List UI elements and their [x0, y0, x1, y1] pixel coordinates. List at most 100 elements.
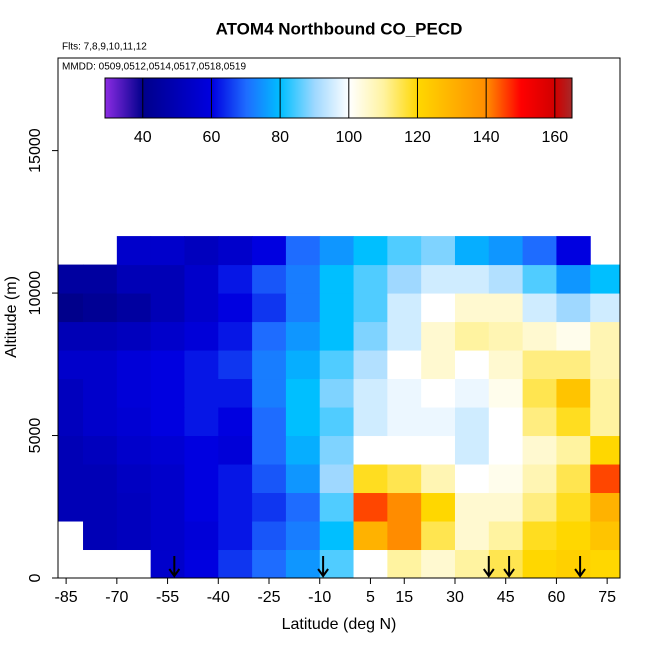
x-tick-label: 15 [395, 589, 413, 606]
colorbar-segment [326, 78, 328, 118]
colorbar-segment [467, 78, 469, 118]
colorbar-segment [464, 78, 466, 118]
heat-cell [522, 464, 557, 494]
colorbar-segment [252, 78, 254, 118]
colorbar-segment [197, 78, 199, 118]
x-tick-label: -40 [207, 589, 230, 606]
arrow [574, 556, 586, 578]
colorbar-segment [298, 78, 300, 118]
colorbar-segment [428, 78, 430, 118]
heat-cell [252, 321, 287, 351]
colorbar-segment [560, 78, 562, 118]
colorbar-segment [517, 78, 519, 118]
colorbar-segment [366, 78, 368, 118]
colorbar-segment [335, 78, 337, 118]
colorbar-segment [244, 78, 246, 118]
colorbar-segment [135, 78, 137, 118]
colorbar-segment [328, 78, 330, 118]
colorbar-tick-label: 140 [473, 129, 500, 146]
heat-cell [387, 549, 422, 578]
colorbar-segment [551, 78, 553, 118]
colorbar-segment [382, 78, 384, 118]
colorbar-segment [468, 78, 470, 118]
colorbar-segment [291, 78, 293, 118]
colorbar-segment [206, 78, 208, 118]
colorbar-segment [205, 78, 207, 118]
heat-cell [252, 407, 287, 437]
heat-cell [58, 264, 84, 294]
heat-cell [556, 378, 591, 408]
heat-cell [353, 321, 388, 351]
heat-cell [387, 492, 422, 522]
heat-cell [421, 378, 456, 408]
y-axis-label: Altitude (m) [3, 276, 20, 358]
colorbar-segment [539, 78, 541, 118]
colorbar-segment [246, 78, 248, 118]
colorbar-segment [303, 78, 305, 118]
colorbar-segment [150, 78, 152, 118]
colorbar-segment [537, 78, 539, 118]
colorbar-segment [230, 78, 232, 118]
colorbar-segment [383, 78, 385, 118]
colorbar-segment [438, 78, 440, 118]
heat-cell [150, 549, 185, 578]
colorbar-segment [396, 78, 398, 118]
colorbar-segment [108, 78, 110, 118]
heat-cell [58, 378, 84, 408]
colorbar-segment [544, 78, 546, 118]
y-tick-label: 15000 [27, 128, 44, 173]
colorbar-segment [497, 78, 499, 118]
colorbar-segment [451, 78, 453, 118]
colorbar-segment [433, 78, 435, 118]
colorbar-segment [193, 78, 195, 118]
colorbar-segment [538, 78, 540, 118]
colorbar-segment [422, 78, 424, 118]
colorbar-segment [263, 78, 265, 118]
colorbar-segment [512, 78, 514, 118]
colorbar-segment [307, 78, 309, 118]
colorbar-segment [364, 78, 366, 118]
heat-cell [454, 435, 490, 465]
colorbar-segment [224, 78, 226, 118]
colorbar-segment [285, 78, 287, 118]
heat-cell [150, 350, 185, 380]
colorbar-segment [288, 78, 290, 118]
colorbar-segment [381, 78, 383, 118]
colorbar-segment [527, 78, 529, 118]
colorbar-segment [117, 78, 119, 118]
colorbar-segment [313, 78, 315, 118]
colorbar-segment [198, 78, 200, 118]
heat-cell [353, 407, 388, 437]
colorbar-segment [277, 78, 279, 118]
colorbar-segment [403, 78, 405, 118]
colorbar-segment [175, 78, 177, 118]
colorbar-segment [110, 78, 112, 118]
colorbar-segment [399, 78, 401, 118]
colorbar-segment [124, 78, 126, 118]
colorbar-segment [262, 78, 264, 118]
heat-cell [590, 378, 620, 408]
colorbar-segment [491, 78, 493, 118]
heat-cell [319, 350, 355, 380]
colorbar-tick-label: 60 [203, 129, 221, 146]
colorbar-segment [477, 78, 479, 118]
colorbar-segment [163, 78, 165, 118]
heat-cell [116, 378, 152, 408]
colorbar-segment [532, 78, 534, 118]
colorbar-segment [309, 78, 311, 118]
heat-cell [488, 521, 524, 551]
x-tick-label: -85 [55, 589, 78, 606]
heat-cell [319, 293, 355, 323]
colorbar-segment [226, 78, 228, 118]
colorbar-segment [448, 78, 450, 118]
colorbar-segment [118, 78, 120, 118]
colorbar-segment [404, 78, 406, 118]
heat-cell [184, 464, 219, 494]
colorbar-segment [476, 78, 478, 118]
colorbar-segment [188, 78, 190, 118]
colorbar-segment [498, 78, 500, 118]
heat-cell [522, 321, 557, 351]
colorbar-segment [245, 78, 247, 118]
heat-cell [150, 236, 185, 266]
y-tick-label: 10000 [27, 271, 44, 316]
